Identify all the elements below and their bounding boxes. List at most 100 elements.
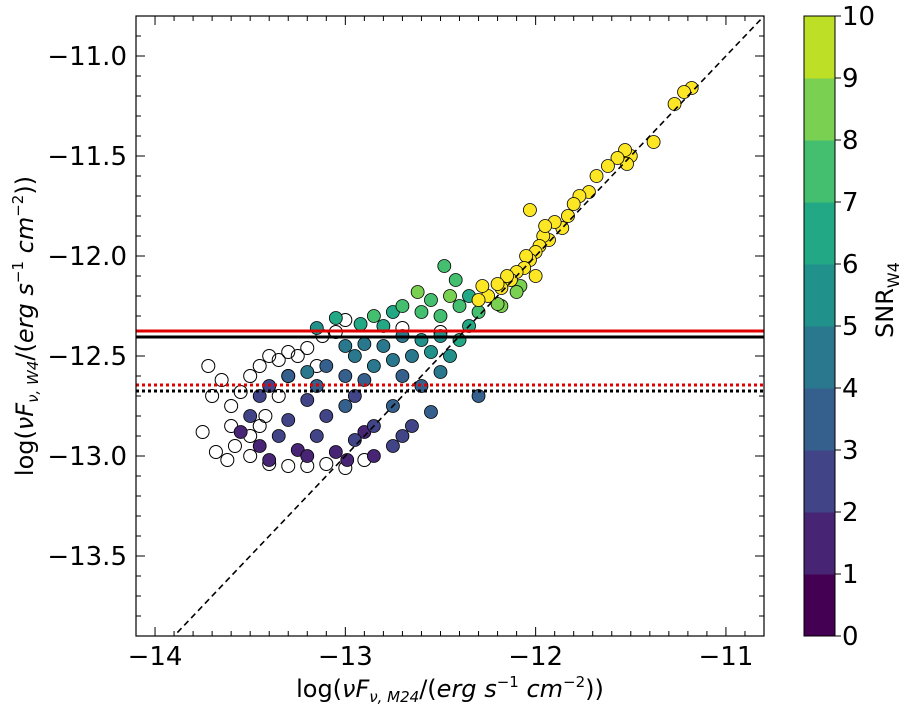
data-point bbox=[528, 269, 543, 283]
colorbar-tick-label: 10 bbox=[842, 2, 875, 32]
data-point bbox=[386, 353, 400, 367]
data-point bbox=[443, 289, 457, 303]
open-point bbox=[201, 359, 216, 373]
colorbar-ticks: 0 1 2 3 4 5 6 7 8 9 10 bbox=[835, 2, 875, 652]
data-point bbox=[338, 399, 353, 413]
data-point bbox=[281, 413, 296, 427]
data-point bbox=[281, 369, 296, 383]
data-point bbox=[509, 285, 524, 299]
data-point bbox=[328, 311, 343, 325]
data-point bbox=[601, 159, 615, 173]
y-tick-label: −13.0 bbox=[47, 442, 127, 472]
data-point bbox=[262, 453, 277, 467]
x-tick-label: −14 bbox=[128, 642, 183, 672]
x-axis-label: log(νFν, M24/(erg s−1 cm−2)) bbox=[296, 673, 604, 706]
open-point bbox=[281, 345, 296, 359]
data-point bbox=[646, 135, 661, 149]
data-point bbox=[433, 309, 448, 323]
data-point bbox=[300, 365, 315, 379]
colorbar-tick-label: 7 bbox=[842, 188, 859, 218]
colorbar-tick-label: 9 bbox=[842, 64, 859, 94]
data-point bbox=[475, 279, 490, 293]
data-point bbox=[589, 169, 604, 183]
x-tick-label: −13 bbox=[318, 642, 373, 672]
open-point bbox=[271, 353, 286, 367]
data-point bbox=[309, 321, 324, 335]
ref-line-one-to-one bbox=[172, 16, 764, 636]
data-point bbox=[433, 365, 448, 379]
data-point bbox=[414, 305, 429, 319]
y-axis-ticks: −13.5 −13.0 −12.5 −12.0 −11.5 −11.0 bbox=[47, 15, 764, 637]
colorbar-band bbox=[804, 450, 835, 513]
data-point bbox=[405, 419, 419, 433]
open-point bbox=[224, 399, 239, 413]
data-point bbox=[667, 97, 682, 111]
data-point bbox=[319, 409, 334, 423]
data-point bbox=[395, 299, 410, 313]
colorbar-bands bbox=[804, 16, 835, 637]
open-point bbox=[195, 425, 210, 439]
data-point bbox=[347, 349, 362, 363]
open-point bbox=[252, 359, 267, 373]
data-point bbox=[386, 439, 400, 453]
colorbar-band bbox=[804, 202, 835, 265]
data-point bbox=[366, 309, 381, 323]
data-point bbox=[490, 297, 505, 311]
data-point bbox=[424, 293, 438, 307]
open-point bbox=[227, 439, 242, 453]
y-tick-label: −11.0 bbox=[47, 42, 127, 72]
open-point bbox=[205, 389, 220, 403]
data-point bbox=[319, 359, 334, 373]
colorbar-tick-label: 2 bbox=[842, 498, 859, 528]
data-point bbox=[677, 85, 691, 99]
open-point bbox=[300, 341, 315, 355]
data-point bbox=[500, 269, 514, 283]
data-point bbox=[252, 439, 267, 453]
open-point bbox=[319, 457, 334, 471]
data-point bbox=[300, 449, 315, 463]
colorbar-tick-label: 4 bbox=[842, 374, 859, 404]
data-point bbox=[538, 219, 553, 233]
colorbar-band bbox=[804, 326, 835, 389]
x-axis-ticks: −14 −13 −12 −11 bbox=[128, 16, 765, 672]
data-point bbox=[328, 445, 343, 459]
data-point bbox=[376, 339, 391, 353]
data-point bbox=[271, 429, 286, 443]
data-point bbox=[357, 337, 372, 351]
reference-lines bbox=[136, 16, 764, 636]
x-tick-label: −12 bbox=[508, 642, 563, 672]
colorbar-band bbox=[804, 264, 835, 327]
plot-area bbox=[135, 15, 765, 637]
data-point bbox=[233, 425, 248, 439]
data-point bbox=[424, 405, 438, 419]
colorbar-band bbox=[804, 78, 835, 141]
data-point bbox=[471, 293, 486, 307]
colorbar-tick-label: 8 bbox=[842, 126, 859, 156]
data-point bbox=[300, 393, 315, 407]
data-point bbox=[561, 209, 575, 223]
data-point bbox=[366, 359, 381, 373]
open-point bbox=[220, 453, 235, 467]
colorbar-band bbox=[804, 574, 835, 637]
open-point bbox=[243, 449, 258, 463]
data-point bbox=[405, 349, 419, 363]
data-point bbox=[366, 449, 381, 463]
data-point bbox=[252, 389, 267, 403]
data-point bbox=[452, 299, 467, 313]
colorbar-band bbox=[804, 140, 835, 203]
y-tick-label: −11.5 bbox=[47, 142, 127, 172]
filled-points-series bbox=[233, 81, 699, 467]
data-point bbox=[410, 285, 425, 299]
data-point bbox=[338, 369, 353, 383]
data-point bbox=[437, 259, 452, 273]
y-tick-label: −12.0 bbox=[47, 242, 127, 272]
data-point bbox=[347, 433, 362, 447]
data-point bbox=[566, 197, 581, 211]
data-point bbox=[414, 333, 429, 347]
open-point bbox=[208, 445, 223, 459]
data-point bbox=[443, 349, 457, 363]
data-point bbox=[490, 277, 505, 291]
open-point bbox=[271, 389, 286, 403]
